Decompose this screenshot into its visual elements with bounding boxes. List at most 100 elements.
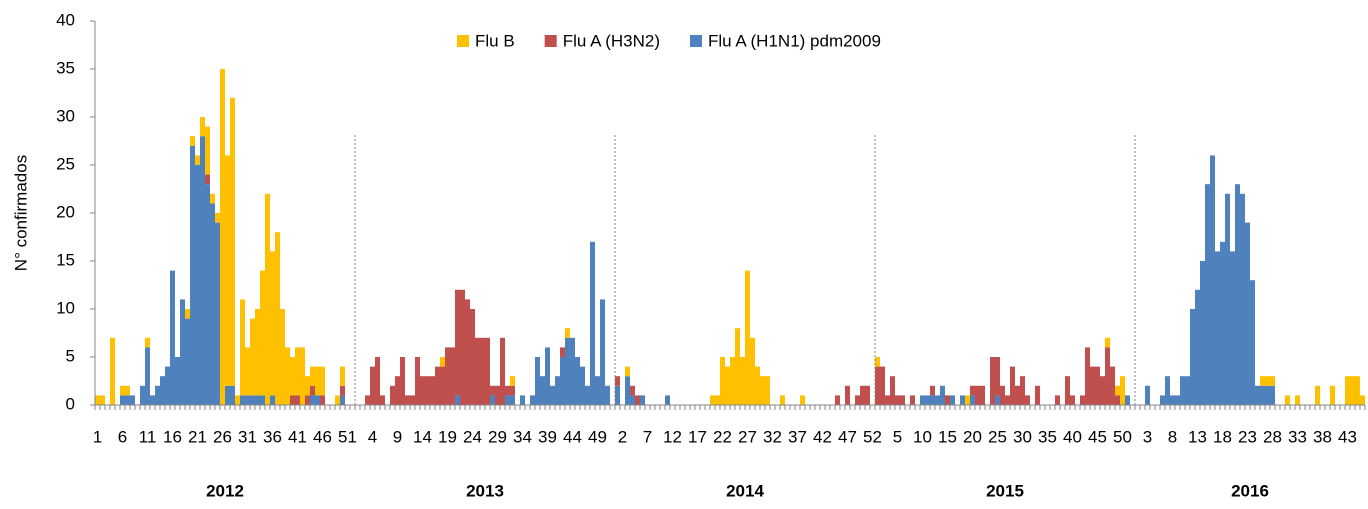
bar-segment <box>755 366 760 405</box>
bar-segment <box>1185 376 1190 405</box>
bar-segment <box>185 309 190 319</box>
bar-segment <box>220 69 225 405</box>
bar-segment <box>1160 395 1165 405</box>
bar-segment <box>210 203 215 405</box>
bar-segment <box>120 385 125 396</box>
bar-segment <box>140 385 145 405</box>
x-tick-label: 45 <box>1088 427 1107 446</box>
bar-segment <box>845 385 850 405</box>
x-tick-label: 42 <box>813 427 832 446</box>
x-tick-label: 51 <box>338 427 357 446</box>
bar-segment <box>1100 376 1105 405</box>
bar-segment <box>380 395 385 405</box>
bar-segment <box>195 165 200 405</box>
bar-segment <box>1080 395 1085 405</box>
bar-segment <box>225 385 230 405</box>
bar-segment <box>565 337 570 405</box>
bar-segment <box>875 366 880 405</box>
bar-segment <box>320 366 325 396</box>
bar-segment <box>375 357 380 405</box>
bar-segment <box>725 366 730 405</box>
bar-segment <box>200 136 205 405</box>
bar-segment <box>940 385 945 405</box>
y-tick-label: 0 <box>66 394 75 413</box>
bar-segment <box>125 395 130 405</box>
bar-segment <box>1065 376 1070 405</box>
bar-segment <box>310 385 315 396</box>
year-label: 2014 <box>726 481 764 500</box>
bar-segment <box>480 337 485 405</box>
bar-segment <box>1360 395 1365 405</box>
y-tick-label: 10 <box>56 298 75 317</box>
bar-segment <box>335 395 340 405</box>
bar-segment <box>1020 376 1025 405</box>
bar-segment <box>1025 395 1030 405</box>
bar-segment <box>250 318 255 396</box>
bar-segment <box>205 184 210 405</box>
bar-segment <box>1115 385 1120 396</box>
bar-segment <box>1105 337 1110 348</box>
bar-segment <box>150 395 155 405</box>
x-tick-label: 43 <box>1338 427 1357 446</box>
bar-segment <box>625 376 630 405</box>
bar-segment <box>575 357 580 405</box>
bar-segment <box>190 136 195 146</box>
bar-segment <box>295 395 300 405</box>
bar-segment <box>285 347 290 405</box>
bar-segment <box>300 347 305 405</box>
bar-segment <box>1145 385 1150 405</box>
bar-segment <box>225 155 230 386</box>
bar-segment <box>310 366 315 386</box>
bar-segment <box>1195 289 1200 405</box>
bar-segment <box>960 395 965 405</box>
x-tick-label: 10 <box>913 427 932 446</box>
year-label: 2012 <box>206 481 244 500</box>
bar-segment <box>630 395 635 405</box>
year-label: 2016 <box>1231 481 1269 500</box>
bar-segment <box>560 357 565 405</box>
bar-segment <box>435 366 440 405</box>
bar-segment <box>750 337 755 405</box>
bar-segment <box>710 395 715 405</box>
bar-segment <box>240 299 245 396</box>
bar-segment <box>890 376 895 405</box>
bar-segment <box>205 126 210 175</box>
bar-segment <box>720 357 725 405</box>
bar-segment <box>1005 395 1010 405</box>
bar-segment <box>450 347 455 405</box>
legend-swatch <box>690 35 702 47</box>
bar-segment <box>425 376 430 405</box>
bar-segment <box>640 395 645 405</box>
y-tick-label: 15 <box>56 250 75 269</box>
legend-label: Flu B <box>475 31 515 50</box>
bar-segment <box>1000 385 1005 405</box>
x-tick-label: 11 <box>139 427 157 446</box>
bar-segment <box>320 395 325 405</box>
bar-segment <box>390 385 395 405</box>
x-tick-label: 37 <box>788 427 807 446</box>
bar-segment <box>1095 366 1100 405</box>
bar-segment <box>1270 385 1275 405</box>
bar-segment <box>200 117 205 137</box>
x-tick-label: 44 <box>563 427 582 446</box>
bar-segment <box>585 385 590 405</box>
bar-segment <box>290 395 295 405</box>
bar-segment <box>565 328 570 338</box>
bar-segment <box>315 395 320 405</box>
bar-segment <box>190 145 195 406</box>
bar-segment <box>855 395 860 405</box>
x-tick-label: 47 <box>838 427 857 446</box>
bar-segment <box>260 395 265 405</box>
bar-segment <box>800 395 805 405</box>
bar-segment <box>415 357 420 405</box>
bar-segment <box>880 366 885 405</box>
legend-label: Flu A (H3N2) <box>563 31 660 50</box>
bar-segment <box>945 395 950 405</box>
bar-segment <box>965 395 970 405</box>
bar-segment <box>1170 395 1175 405</box>
year-label: 2015 <box>986 481 1024 500</box>
legend-swatch <box>457 35 469 47</box>
bar-segment <box>130 395 135 405</box>
bar-segment <box>255 309 260 396</box>
legend-label: Flu A (H1N1) pdm2009 <box>708 31 881 50</box>
